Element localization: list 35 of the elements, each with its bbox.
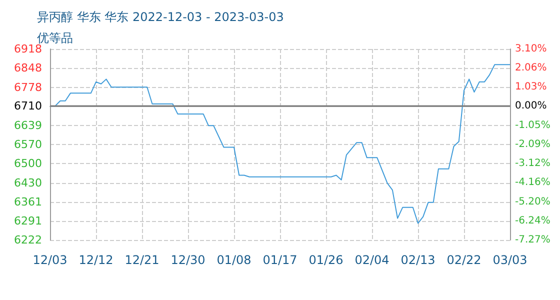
chart-title: 异丙醇 华东 华东 2022-12-03 - 2023-03-03 (37, 10, 284, 24)
x-tick-label: 01/08 (216, 253, 252, 267)
y-tick-label: 6570 (14, 138, 42, 151)
y2-tick-label: -1.05% (515, 120, 550, 131)
y-tick-label: 6848 (14, 62, 42, 75)
y-tick-label: 6222 (14, 234, 42, 246)
y2-tick-label: 1.03% (515, 82, 547, 93)
y2-tick-label: -4.16% (515, 177, 550, 188)
x-tick-label: 12/03 (32, 253, 68, 267)
x-tick-label: 02/04 (354, 253, 390, 267)
x-tick-label: 12/12 (78, 253, 114, 267)
y-tick-label: 6291 (14, 214, 42, 228)
y-tick-label: 6710 (14, 100, 42, 113)
y-tick-label: 6500 (14, 157, 42, 170)
x-tick-label: 02/13 (400, 253, 436, 267)
x-tick-label: 12/21 (124, 253, 160, 267)
y2-tick-label: -5.20% (515, 196, 550, 208)
y-tick-label: 6430 (14, 176, 42, 190)
y-tick-label: 6918 (14, 42, 42, 56)
y2-tick-label: -7.27% (515, 234, 550, 246)
x-tick-label: 12/30 (170, 253, 206, 267)
y2-tick-label: -6.24% (515, 216, 550, 227)
y2-tick-label: 0.00% (515, 100, 547, 112)
y-tick-label: 6361 (14, 195, 42, 208)
y2-tick-label: -3.12% (515, 158, 550, 170)
chart-subtitle: 优等品 (37, 31, 73, 45)
x-tick-label: 03/03 (492, 253, 528, 267)
y2-tick-label: 2.06% (515, 62, 547, 74)
y-tick-label: 6639 (14, 119, 42, 132)
y2-tick-label: 3.10% (515, 44, 547, 54)
x-tick-label: 01/17 (262, 253, 298, 267)
y2-tick-label: -2.09% (515, 139, 550, 150)
y-tick-label: 6778 (14, 80, 42, 94)
x-tick-label: 02/22 (446, 253, 482, 267)
x-tick-label: 01/26 (308, 253, 344, 267)
